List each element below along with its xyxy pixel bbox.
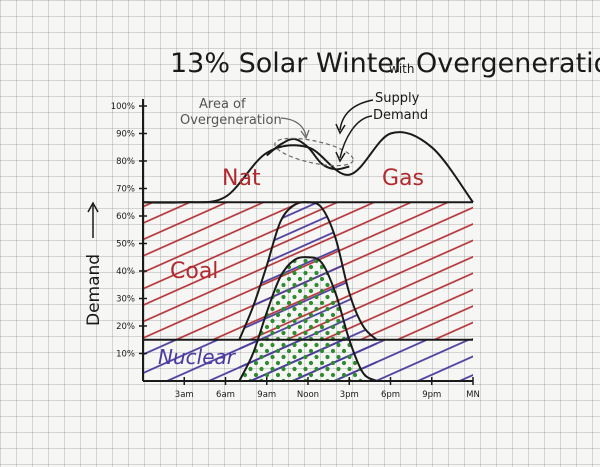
title-with: with [389, 62, 414, 76]
x-tick-label: 6am [216, 390, 235, 400]
x-tick-label: 3am [175, 390, 194, 400]
x-tick-label: 3pm [340, 390, 359, 400]
y-axis-label-group: Demand [84, 201, 104, 326]
x-tick-label: MN [466, 390, 480, 400]
annotation-arrowhead-supply [335, 123, 346, 135]
y-tick-label: 40% [116, 267, 135, 277]
annotation-arrowhead-demand [335, 151, 346, 163]
region-label-nat: Nat [222, 166, 261, 191]
y-ticks: 10% 20% 30% 40% 50% 60% 70% 80% 90% 100% [111, 102, 147, 360]
annotation-overgeneration: Overgeneration [180, 113, 282, 128]
overgeneration-outline [274, 137, 354, 167]
x-tick-label: 9pm [422, 390, 441, 400]
solar-area [239, 257, 377, 381]
annotation-arrow-supply [339, 99, 374, 131]
x-ticks: 3am 6am 9am Noon 3pm 6pm 9pm MN [175, 377, 480, 400]
annotation-area-of: Area of [199, 97, 246, 112]
y-tick-label: 10% [116, 350, 135, 360]
region-label-gas: Gas [382, 166, 424, 191]
x-tick-label: Noon [297, 390, 319, 400]
region-labels: Nat Gas Coal Nuclear [158, 166, 424, 369]
y-tick-label: 90% [116, 130, 135, 140]
solar-outer-line [238, 201, 378, 341]
region-label-coal: Coal [170, 259, 218, 284]
y-tick-label: 60% [116, 212, 135, 222]
y-axis-arrow-head [87, 201, 99, 213]
x-tick-label: 6pm [381, 390, 400, 400]
annotations: Area of Overgeneration Supply Demand [180, 91, 428, 163]
annotation-arrow-demand [339, 115, 373, 159]
annotation-demand: Demand [373, 108, 428, 123]
x-tick-label: 9am [257, 390, 276, 400]
solar-line [238, 256, 378, 382]
y-tick-label: 20% [116, 322, 135, 332]
y-tick-label: 100% [111, 102, 135, 112]
y-tick-label: 50% [116, 240, 135, 250]
regions [143, 202, 473, 381]
annotation-supply: Supply [375, 91, 420, 106]
y-tick-label: 80% [116, 157, 135, 167]
title-main: 13% Solar Winter [170, 48, 406, 79]
annotation-arrowhead-overgen [300, 129, 310, 140]
region-label-nuclear: Nuclear [158, 345, 237, 369]
y-tick-label: 70% [116, 185, 135, 195]
title-end: Overgeneration [416, 48, 600, 79]
chart-title: 13% Solar Winter with Overgeneration [170, 48, 600, 79]
y-axis-label: Demand [84, 254, 104, 326]
boundary-lines [142, 131, 474, 382]
y-tick-label: 30% [116, 295, 135, 305]
annotation-arrow-overgen [280, 117, 307, 137]
supply-line [266, 137, 350, 171]
